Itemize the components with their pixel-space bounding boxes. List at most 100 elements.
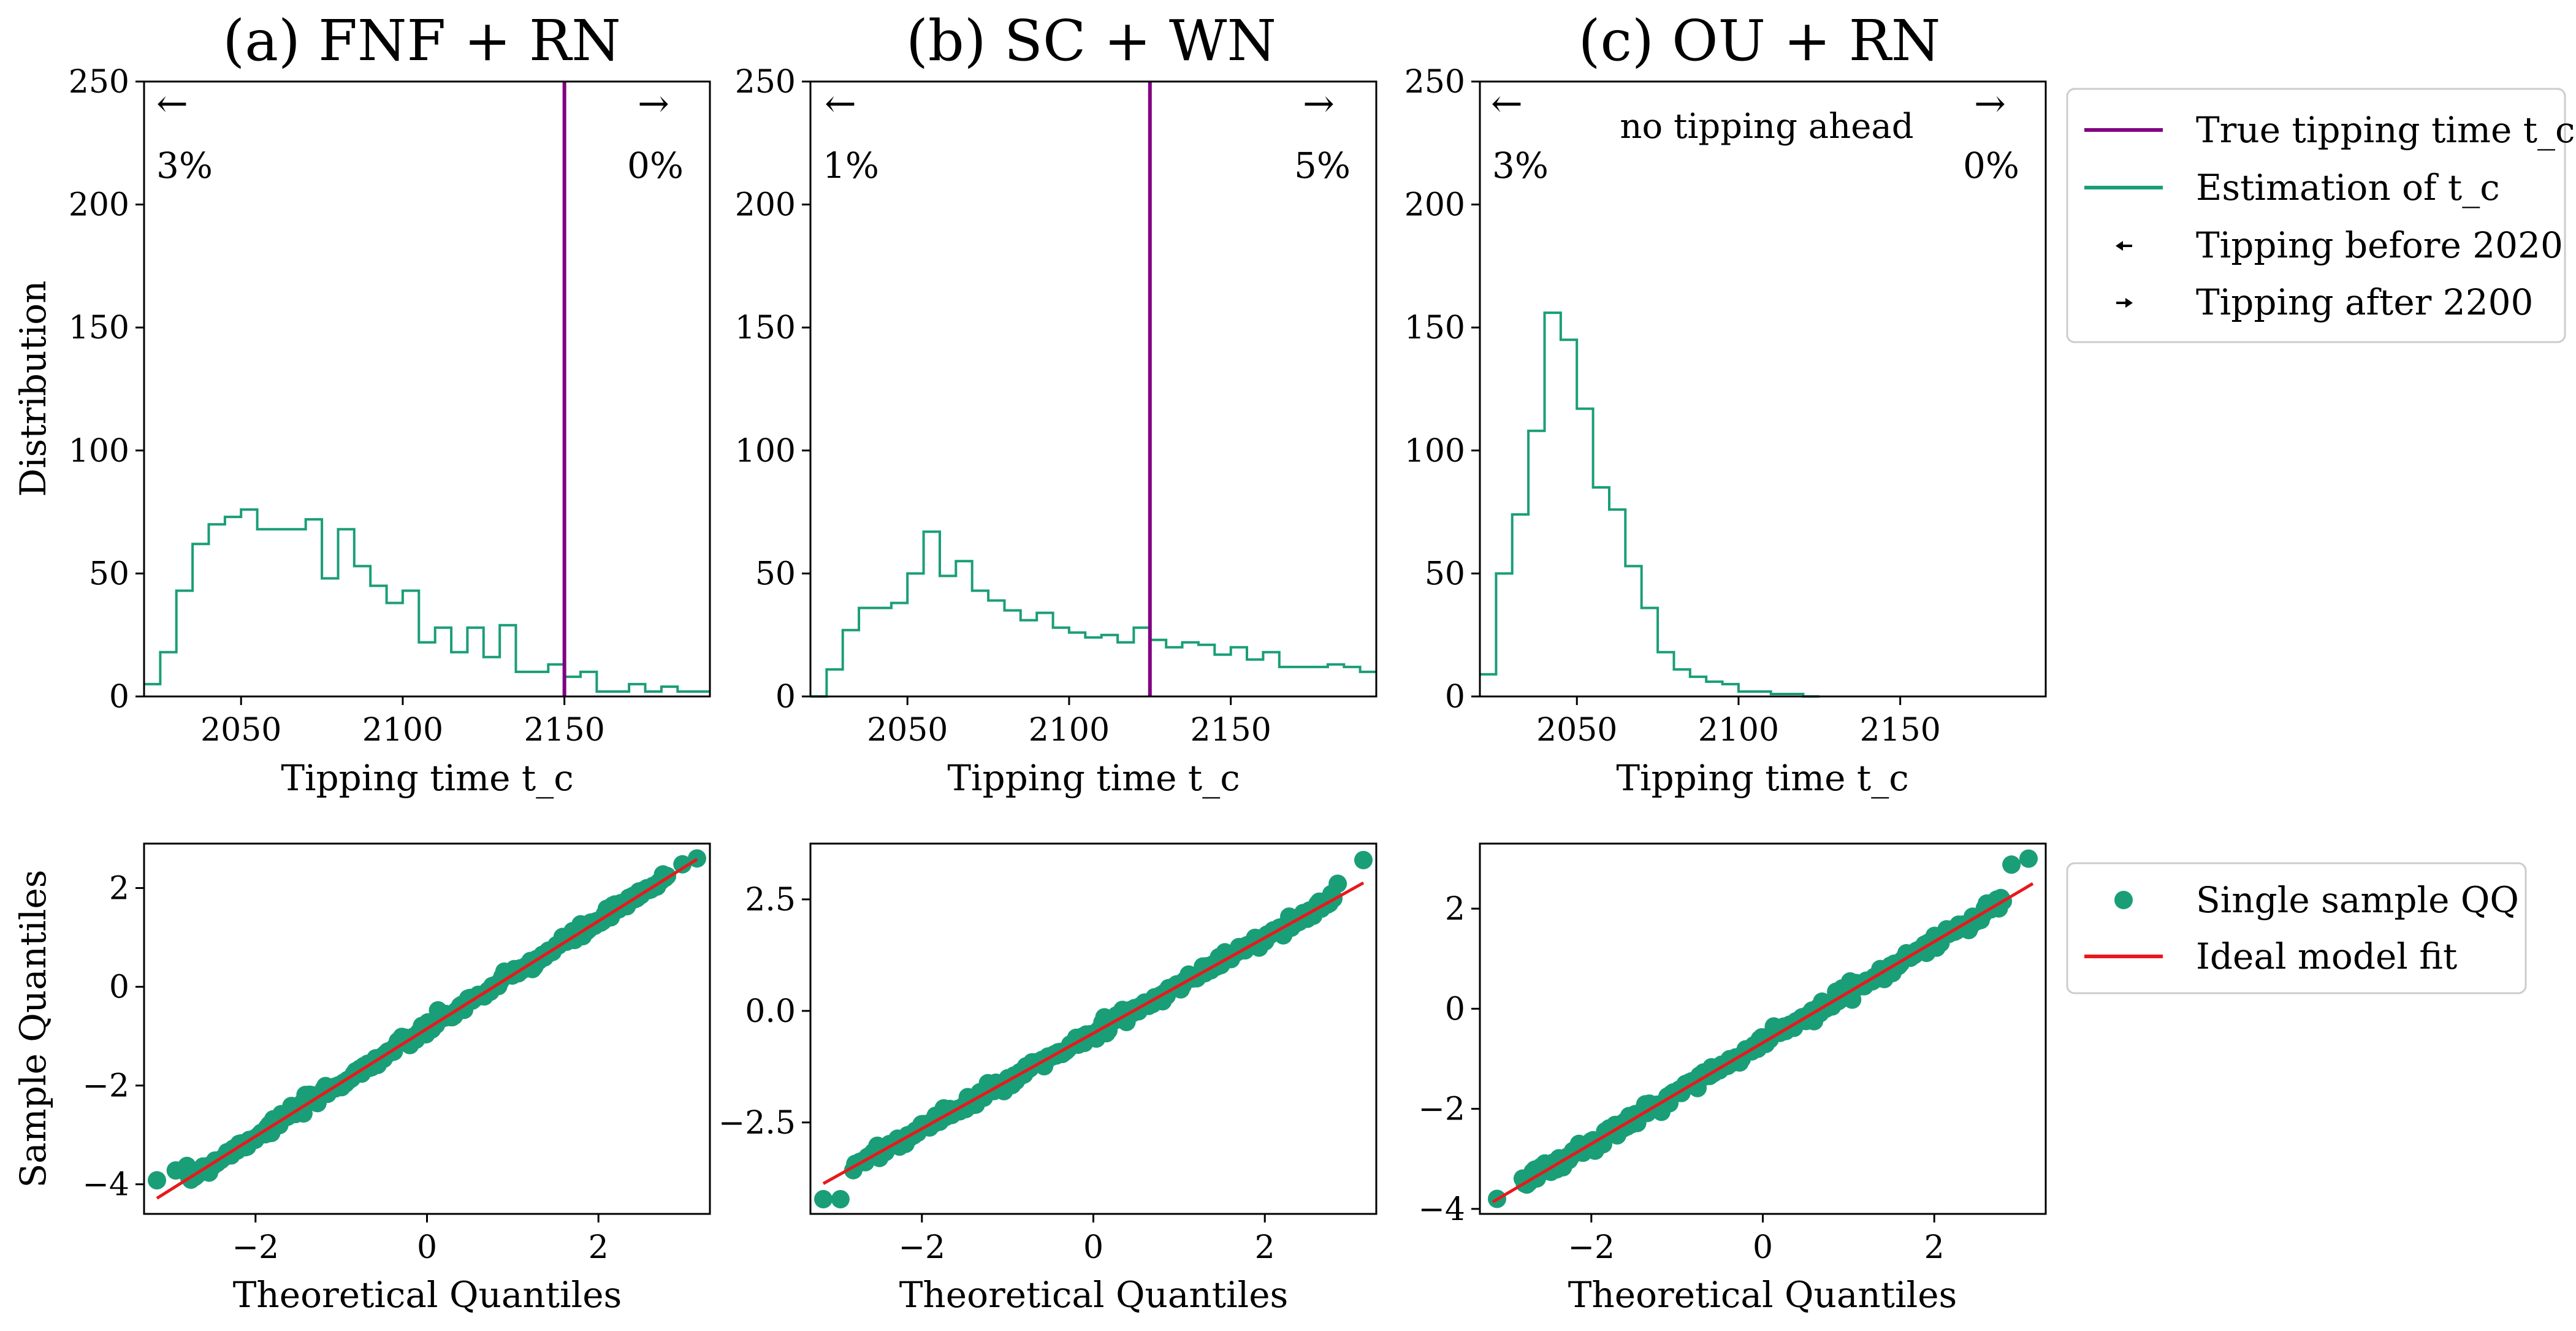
panel-a-ytick-label: 150 xyxy=(69,310,129,346)
qq-point-legend-swatch xyxy=(2114,891,2133,909)
qq-a-ytick-label: −4 xyxy=(82,1167,129,1203)
panel-a-xticks: 2050 2100 2150 xyxy=(200,696,605,749)
qq-point-legend-label: Single sample QQ xyxy=(2196,879,2519,921)
qq-a-xtick-label: −2 xyxy=(232,1229,279,1266)
qq-c-xtick-label: −2 xyxy=(1568,1229,1615,1266)
panel-a-ytick-label: 200 xyxy=(69,187,129,224)
qq-c-yticks: −4 −2 0 2 xyxy=(1418,891,1480,1228)
qq-a-xlabel: Theoretical Quantiles xyxy=(233,1274,622,1316)
panel-a-left-arrow: ← xyxy=(156,81,188,126)
panel-a-ytick-label: 250 xyxy=(69,64,129,101)
qq-a-ytick-label: 2 xyxy=(109,870,129,907)
qq-a-ytick-label: 0 xyxy=(109,969,129,1006)
panel-a-title: (a) FNF + RN xyxy=(223,8,620,74)
qq-a-xtick-label: 0 xyxy=(417,1229,437,1266)
panel-c-ytick-label: 50 xyxy=(1425,555,1465,592)
panel-a-right-percent: 0% xyxy=(627,145,684,186)
qq-b-xlabel: Theoretical Quantiles xyxy=(899,1274,1289,1316)
qq-b-xtick-label: 2 xyxy=(1255,1229,1275,1266)
panel-c-ytick-label: 0 xyxy=(1445,679,1465,715)
panel-b-ytick-label: 50 xyxy=(755,555,796,592)
panel-b-xtick-label: 2050 xyxy=(867,712,948,749)
estimation-legend-label: Estimation of t_c xyxy=(2196,167,2500,208)
panel-c-yticks: 0 50 100 150 200 250 xyxy=(1404,64,1480,715)
panel-c-histogram-steps xyxy=(1480,311,1820,698)
qq-c-xtick-label: 2 xyxy=(1924,1229,1945,1266)
qq-c-points xyxy=(1488,849,2038,1208)
panel-c-qq: −4 −2 0 2 −2 0 2 Theoretical Quantiles xyxy=(1418,842,2047,1316)
panel-c-ytick-label: 250 xyxy=(1404,64,1465,101)
panel-b-xlabel: Tipping time t_c xyxy=(947,757,1240,799)
panel-b-ytick-label: 200 xyxy=(735,187,796,224)
left-arrow-icon xyxy=(2116,241,2132,251)
panel-b-yticks: 0 50 100 150 200 250 xyxy=(735,64,810,715)
qq-a-fit-line xyxy=(156,858,698,1200)
right-arrow-icon xyxy=(2116,298,2133,308)
panel-c-ytick-label: 200 xyxy=(1404,187,1465,224)
panel-c-right-arrow: → xyxy=(1974,81,2006,126)
panel-b-left-percent: 1% xyxy=(823,145,879,186)
qq-c-ytick-label: 0 xyxy=(1445,991,1465,1028)
panel-c-xticks: 2050 2100 2150 xyxy=(1536,696,1941,749)
panel-c-histogram: (c) OU + RN 0 50 100 150 200 250 2050 2100 2150… xyxy=(1404,8,2047,749)
panel-b-axes-frame xyxy=(809,80,1378,698)
qq-b-xtick-label: −2 xyxy=(898,1229,945,1266)
qq-point xyxy=(1328,874,1347,893)
panel-b-left-arrow: ← xyxy=(825,81,856,126)
qq-point xyxy=(814,1190,833,1208)
qq-c-ytick-label: 2 xyxy=(1445,891,1465,928)
qq-b-xticks: −2 0 2 xyxy=(898,1214,1275,1266)
after-2200-legend-label: Tipping after 2200 xyxy=(2196,281,2533,323)
qq-b-xtick-label: 0 xyxy=(1083,1229,1103,1266)
qq-b-ytick-label: 2.5 xyxy=(745,882,796,918)
panel-c-right-percent: 0% xyxy=(1963,145,2019,186)
panel-a-ytick-label: 100 xyxy=(69,433,129,470)
panel-a-xlabel: Tipping time t_c xyxy=(281,757,573,799)
qq-a-xticks: −2 0 2 xyxy=(232,1214,609,1266)
qq-c-ytick-label: −2 xyxy=(1418,1091,1465,1128)
histogram-legend-box xyxy=(2066,88,2566,343)
panel-b-histogram: (b) SC + WN 0 50 100 150 200 250 2050 2100 2150… xyxy=(735,8,1378,749)
panel-a-xtick-label: 2050 xyxy=(200,712,281,749)
panel-b-ytick-label: 0 xyxy=(775,679,796,715)
panel-b-xticks: 2050 2100 2150 xyxy=(867,696,1271,749)
panel-a-histogram: (a) FNF + RN 0 50 100 150 200 250 2050 2100 215… xyxy=(12,8,711,749)
panel-c-xtick-label: 2050 xyxy=(1536,712,1617,749)
panel-b-ytick-label: 100 xyxy=(735,433,796,470)
true-tc-legend-label: True tipping time t_c xyxy=(2196,109,2575,151)
qq-a-ytick-label: −2 xyxy=(82,1068,129,1105)
qq-c-xtick-label: 0 xyxy=(1753,1229,1773,1266)
qq-b-fit-line xyxy=(822,881,1365,1185)
panel-b-ytick-label: 150 xyxy=(735,310,796,346)
panel-a-ylabel: Distribution xyxy=(12,280,54,497)
panel-c-axes-frame xyxy=(1479,80,2047,698)
panel-c-left-percent: 3% xyxy=(1492,145,1549,186)
panel-c-ytick-label: 100 xyxy=(1404,433,1465,470)
histogram-legend: True tipping time t_c Estimation of t_c … xyxy=(2066,88,2575,343)
qq-a-xtick-label: 2 xyxy=(589,1229,609,1266)
qq-c-fit-line xyxy=(1492,882,2034,1203)
panel-b-ytick-label: 250 xyxy=(735,64,796,101)
qq-c-ytick-label: −4 xyxy=(1418,1191,1465,1228)
qq-b-points xyxy=(814,850,1373,1208)
qq-c-xticks: −2 0 2 xyxy=(1568,1214,1945,1266)
panel-c-left-arrow: ← xyxy=(1491,81,1523,126)
qq-point xyxy=(179,1159,198,1178)
panel-a-left-percent: 3% xyxy=(156,145,213,186)
qq-b-ytick-label: −2.5 xyxy=(718,1105,796,1142)
panel-c-xtick-label: 2100 xyxy=(1698,712,1779,749)
panel-c-xlabel: Tipping time t_c xyxy=(1616,757,1908,799)
qq-point xyxy=(148,1171,166,1190)
qq-a-points xyxy=(148,849,706,1190)
qq-point xyxy=(1354,850,1373,869)
panel-a-histogram-steps xyxy=(144,508,710,693)
panel-a-right-arrow: → xyxy=(638,81,669,126)
panel-a-axes-frame xyxy=(143,80,711,698)
panel-c-xtick-label: 2150 xyxy=(1859,712,1940,749)
fit-line-legend-label: Ideal model fit xyxy=(2196,936,2457,977)
panel-c-note: no tipping ahead xyxy=(1620,107,1913,147)
panel-a-ytick-label: 0 xyxy=(109,679,129,715)
qq-a-ylabel: Sample Quantiles xyxy=(12,869,54,1188)
qq-point xyxy=(2002,855,2021,874)
